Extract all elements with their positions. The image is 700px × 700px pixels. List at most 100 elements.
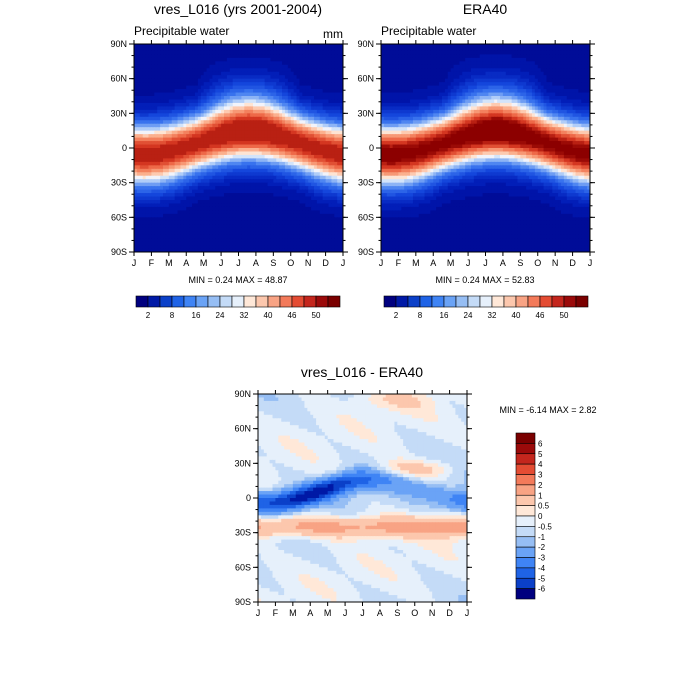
heatmap-cell	[197, 137, 202, 142]
heatmap-cell	[145, 210, 150, 215]
heatmap-cell	[226, 231, 231, 236]
heatmap-cell	[279, 68, 283, 73]
heatmap-cell	[279, 137, 283, 142]
heatmap-cell	[316, 196, 321, 201]
heatmap-cell	[203, 189, 208, 194]
heatmap-cell	[258, 92, 263, 97]
heatmap-cell	[197, 89, 202, 94]
heatmap-cell	[267, 234, 271, 239]
heatmap-cell	[212, 64, 216, 69]
heatmap-cell	[340, 238, 344, 243]
heatmap-cell	[215, 220, 219, 225]
heatmap-cell	[261, 196, 266, 201]
heatmap-cell	[264, 168, 269, 173]
heatmap-cell	[209, 116, 213, 121]
heatmap-cell	[226, 78, 231, 83]
heatmap-cell	[212, 151, 216, 156]
heatmap-cell	[183, 227, 187, 232]
heatmap-cell	[328, 182, 332, 187]
heatmap-cell	[308, 64, 312, 69]
heatmap-cell	[212, 127, 216, 132]
heatmap-cell	[273, 248, 277, 253]
heatmap-cell	[337, 47, 341, 52]
heatmap-cell	[136, 203, 141, 208]
heatmap-cell	[203, 64, 208, 69]
heatmap-cell	[241, 61, 245, 66]
heatmap-cell	[250, 44, 254, 48]
heatmap-cell	[177, 71, 181, 76]
heatmap-cell	[284, 116, 289, 121]
heatmap-cell	[258, 113, 263, 118]
heatmap-cell	[180, 175, 184, 180]
heatmap-cell	[168, 175, 173, 180]
heatmap-cell	[189, 106, 193, 111]
heatmap-cell	[267, 71, 271, 76]
heatmap-cell	[299, 213, 303, 218]
heatmap-cell	[500, 47, 504, 52]
heatmap-cell	[221, 241, 225, 246]
heatmap-cell	[316, 85, 321, 90]
heatmap-cell	[136, 206, 141, 211]
heatmap-cell	[148, 71, 152, 76]
heatmap-cell	[537, 44, 542, 48]
heatmap-cell	[174, 165, 179, 170]
heatmap-cell	[186, 85, 190, 90]
heatmap-cell	[223, 44, 228, 48]
heatmap-cell	[328, 102, 332, 107]
heatmap-cell	[168, 241, 173, 246]
heatmap-cell	[142, 220, 147, 225]
heatmap-cell	[136, 245, 141, 250]
heatmap-cell	[340, 210, 344, 215]
heatmap-cell	[148, 231, 152, 236]
heatmap-cell	[197, 175, 202, 180]
heatmap-cell	[462, 50, 466, 55]
heatmap-cell	[157, 189, 161, 194]
heatmap-cell	[250, 141, 254, 146]
heatmap-cell	[206, 127, 210, 132]
heatmap-cell	[200, 120, 205, 125]
heatmap-cell	[157, 96, 161, 100]
heatmap-cell	[523, 54, 527, 59]
heatmap-cell	[308, 96, 312, 100]
heatmap-cell	[206, 71, 210, 76]
heatmap-cell	[270, 123, 274, 128]
heatmap-cell	[212, 109, 216, 114]
heatmap-cell	[279, 44, 283, 48]
heatmap-cell	[305, 68, 309, 73]
heatmap-cell	[192, 134, 196, 139]
heatmap-cell	[290, 144, 295, 149]
heatmap-cell	[250, 154, 254, 159]
heatmap-cell	[223, 137, 228, 142]
heatmap-cell	[151, 116, 155, 121]
heatmap-cell	[279, 179, 283, 184]
heatmap-cell	[293, 57, 298, 62]
heatmap-cell	[171, 148, 176, 152]
heatmap-cell	[139, 96, 144, 100]
heatmap-cell	[238, 224, 242, 229]
heatmap-cell	[142, 154, 147, 159]
heatmap-cell	[157, 248, 161, 253]
heatmap-cell	[226, 134, 231, 139]
heatmap-cell	[450, 64, 455, 69]
heatmap-cell	[238, 220, 242, 225]
heatmap-cell	[189, 186, 193, 191]
heatmap-cell	[154, 234, 158, 239]
heatmap-cell	[302, 148, 306, 152]
heatmap-cell	[258, 220, 263, 225]
heatmap-cell	[581, 54, 585, 59]
heatmap-cell	[255, 92, 260, 97]
heatmap-cell	[226, 168, 231, 173]
heatmap-cell	[151, 134, 155, 139]
heatmap-cell	[279, 245, 283, 250]
heatmap-cell	[212, 68, 216, 73]
heatmap-cell	[232, 193, 237, 198]
heatmap-cell	[290, 71, 295, 76]
heatmap-cell	[282, 64, 286, 69]
heatmap-cell	[139, 182, 144, 187]
heatmap-cell	[322, 50, 327, 55]
heatmap-cell	[282, 116, 286, 121]
heatmap-cell	[151, 210, 155, 215]
heatmap-cell	[308, 75, 312, 80]
heatmap-cell	[578, 44, 582, 48]
heatmap-cell	[337, 220, 341, 225]
